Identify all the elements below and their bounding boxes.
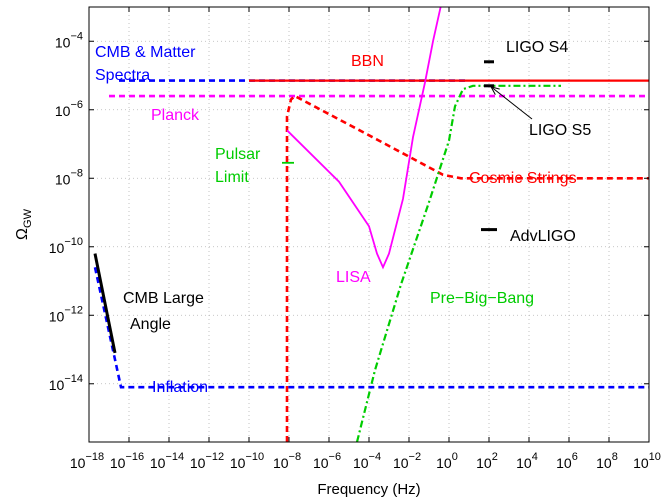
ligo-s5-arrow-head — [489, 85, 500, 95]
y-tick-label: 10−12 — [49, 304, 83, 324]
series-cosmic-strings — [285, 94, 649, 442]
x-tick-label: 100 — [436, 451, 458, 471]
series-pre-big-bang — [355, 84, 561, 442]
y-axis-label: ΩGW — [14, 208, 34, 240]
annotation-lisa: LISA — [336, 269, 371, 286]
series-inflation — [93, 267, 649, 389]
annotations: CMB & Matter Spectra BBN Planck LIGO S4 LIGO … — [95, 39, 591, 396]
x-tick-label: 10−6 — [313, 451, 341, 471]
x-tick-label: 106 — [556, 451, 578, 471]
annotation-cmb-matter-1: CMB & Matter — [95, 44, 196, 61]
y-tick-label: 10−14 — [49, 373, 83, 393]
data-series — [93, 7, 649, 442]
annotation-pulsar-1: Pulsar — [215, 146, 261, 163]
plot-frame — [88, 6, 650, 443]
y-tick-label: 10−6 — [55, 99, 83, 119]
annotation-ligo-s5: LIGO S5 — [529, 122, 591, 139]
ligo-s5-arrow-shaft — [490, 86, 533, 120]
x-tick-label: 10−14 — [150, 451, 184, 471]
axis-ticks: 10−18 10−16 10−14 10−12 10−10 10−8 10−6 10−4 10−… — [49, 7, 661, 471]
annotation-inflation: Inflation — [152, 379, 208, 396]
series-lisa — [286, 7, 442, 270]
annotation-prebigbang: Pre−Big−Bang — [430, 290, 534, 307]
x-tick-label: 108 — [596, 451, 618, 471]
x-axis-label: Frequency (Hz) — [317, 481, 420, 498]
annotation-cmb-large-2: Angle — [130, 316, 171, 333]
y-tick-label: 10−8 — [55, 167, 83, 187]
y-axis-label-sub: GW — [22, 208, 34, 228]
annotation-bbn: BBN — [351, 53, 384, 70]
annotation-cosmic: Cosmic Strings — [469, 170, 577, 187]
annotation-cmb-large-1: CMB Large — [123, 290, 204, 307]
x-tick-label: 1010 — [633, 451, 661, 471]
y-axis-label-main: Ω — [14, 228, 31, 240]
y-tick-label: 10−10 — [49, 236, 83, 256]
x-tick-label: 10−18 — [70, 451, 104, 471]
x-tick-label: 104 — [516, 451, 538, 471]
x-tick-label: 10−8 — [273, 451, 301, 471]
x-tick-label: 10−12 — [190, 451, 224, 471]
x-tick-label: 10−16 — [110, 451, 144, 471]
x-tick-label: 10−4 — [353, 451, 381, 471]
annotation-advligo: AdvLIGO — [510, 228, 576, 245]
y-tick-label: 10−4 — [55, 30, 83, 50]
annotation-ligo-s4: LIGO S4 — [506, 39, 568, 56]
x-tick-label: 10−2 — [393, 451, 421, 471]
annotation-pulsar-2: Limit — [215, 169, 249, 186]
grid — [88, 7, 650, 442]
x-tick-label: 102 — [476, 451, 498, 471]
annotation-cmb-matter-2: Spectra — [95, 67, 150, 84]
series-cmb-large-angle — [93, 253, 117, 354]
x-tick-label: 10−10 — [230, 451, 264, 471]
annotation-planck: Planck — [151, 107, 200, 124]
